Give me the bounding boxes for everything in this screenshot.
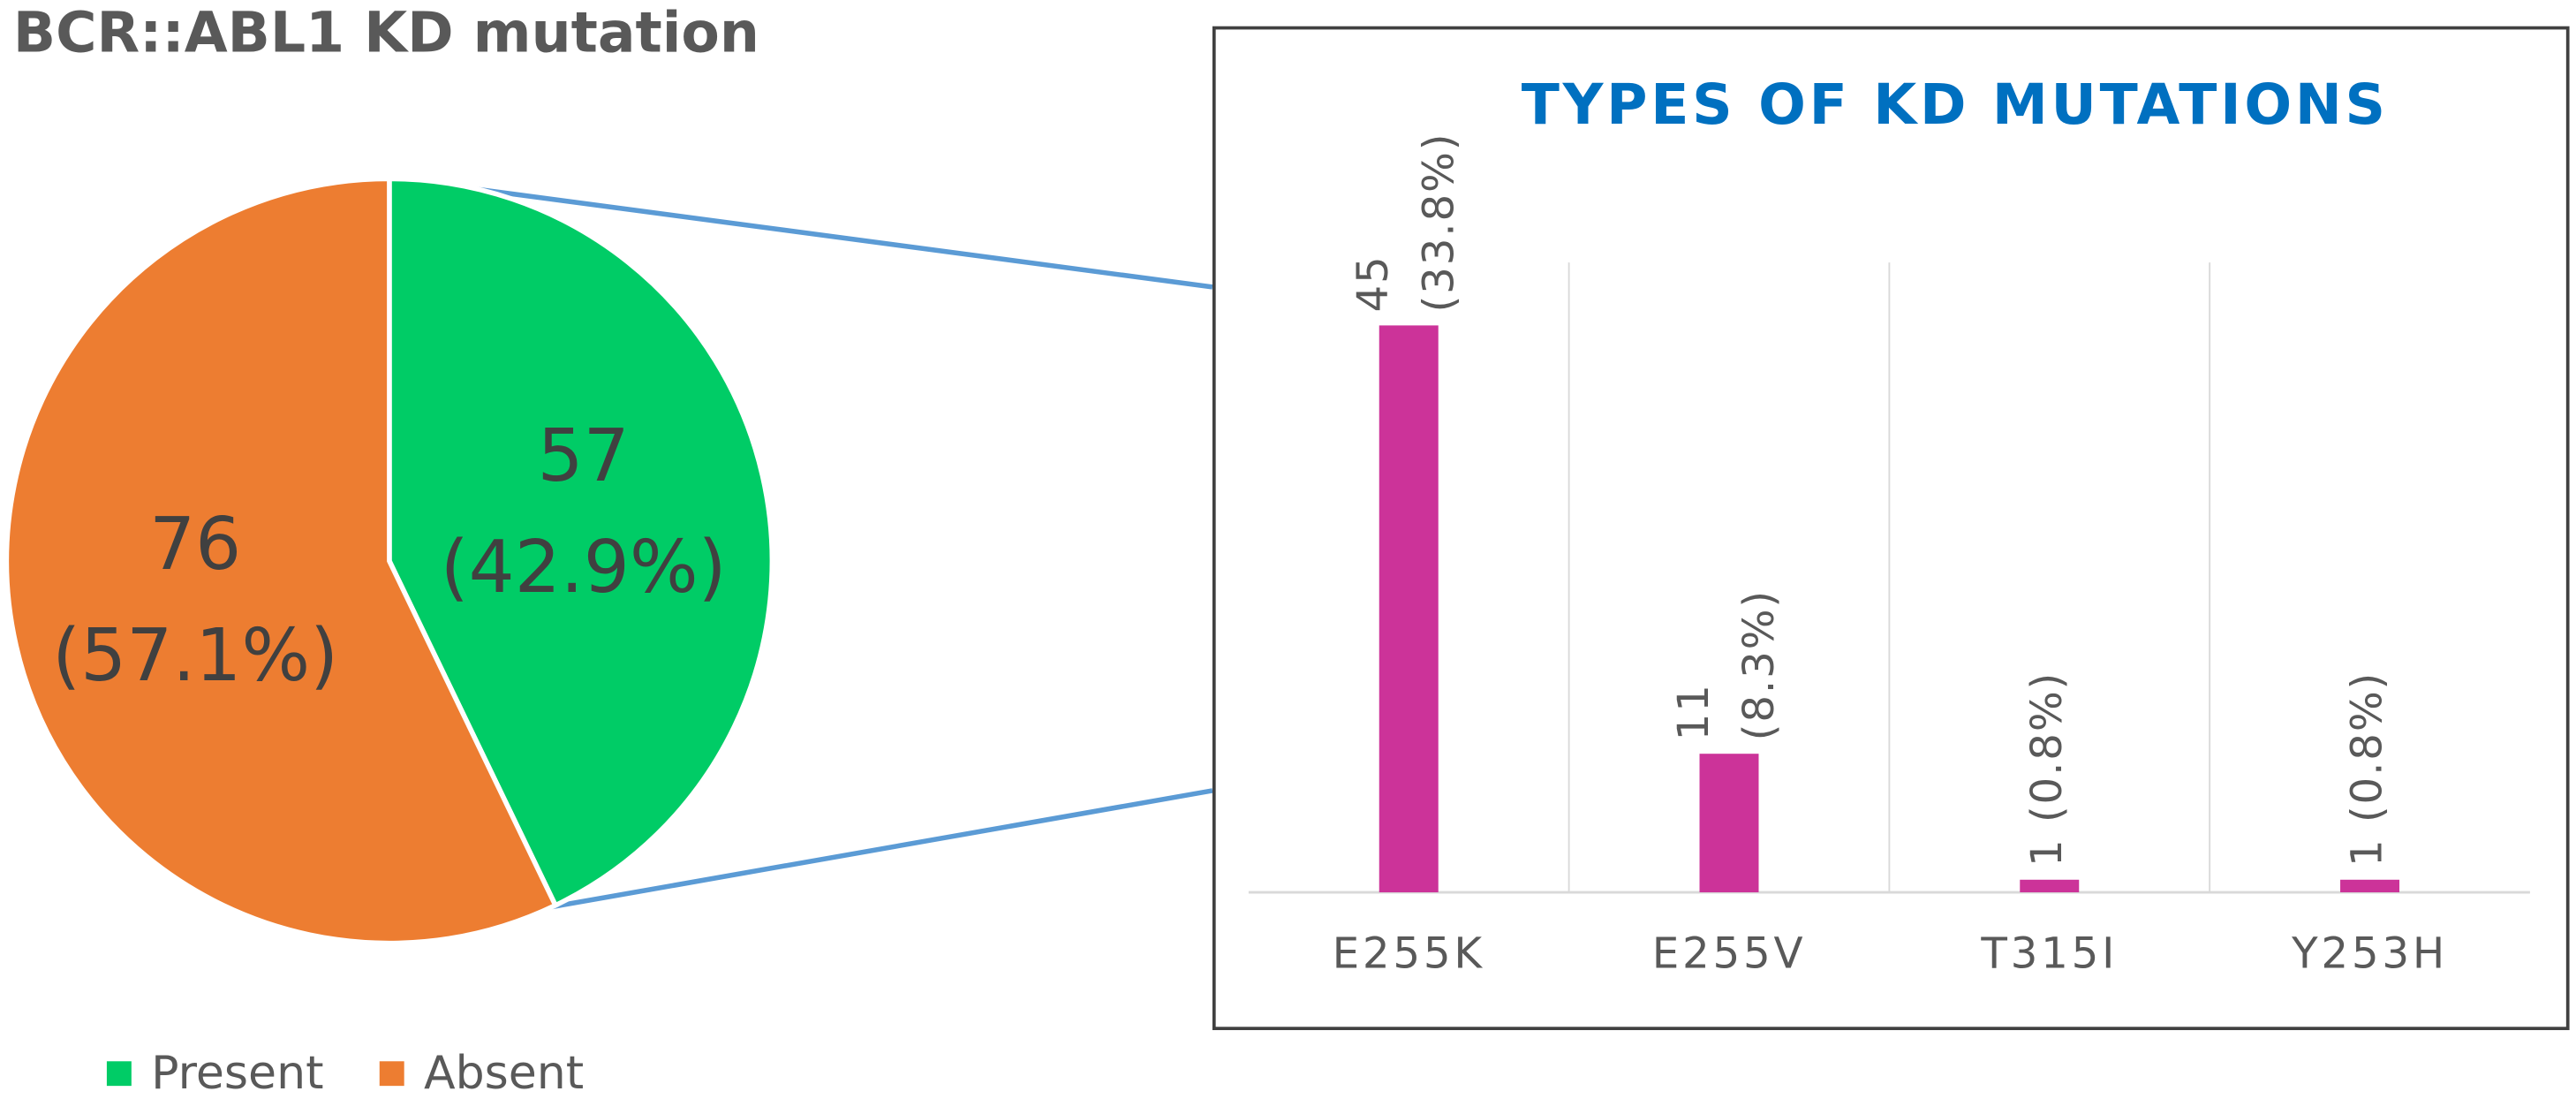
pie-title: BCR::ABL1 KD mutation xyxy=(13,0,759,64)
connector-line xyxy=(410,178,1213,290)
bar xyxy=(1379,325,1439,893)
legend-label: Absent xyxy=(424,1047,584,1099)
bar xyxy=(2020,879,2080,893)
legend-swatch xyxy=(379,1061,404,1087)
pie-value-label: 57 (42.9%) xyxy=(441,414,727,610)
x-tick-label: E255K xyxy=(1333,928,1485,978)
x-tick-label: Y253H xyxy=(2291,928,2448,978)
bar-title: TYPES OF KD MUTATIONS xyxy=(1522,72,2389,137)
connector-line xyxy=(522,788,1213,915)
x-tick-label: E255V xyxy=(1652,928,1807,978)
x-tick-label: T315I xyxy=(1980,928,2118,978)
bar-value-label: 11 (8.3%) xyxy=(1669,589,1784,740)
bar xyxy=(2340,879,2400,893)
legend-label: Present xyxy=(151,1047,323,1099)
pie-slice xyxy=(4,176,559,946)
bar-value-label: 1 (0.8%) xyxy=(2342,671,2391,867)
pie-slice xyxy=(387,176,775,909)
legend-swatch xyxy=(106,1061,132,1087)
pie-value-label: 76 (57.1%) xyxy=(52,503,338,698)
bar-value-label: 1 (0.8%) xyxy=(2022,671,2072,867)
bar xyxy=(1699,754,1759,893)
bar-chart-frame xyxy=(1212,26,2570,1031)
bar-value-label: 45 (33.8%) xyxy=(1348,133,1463,313)
